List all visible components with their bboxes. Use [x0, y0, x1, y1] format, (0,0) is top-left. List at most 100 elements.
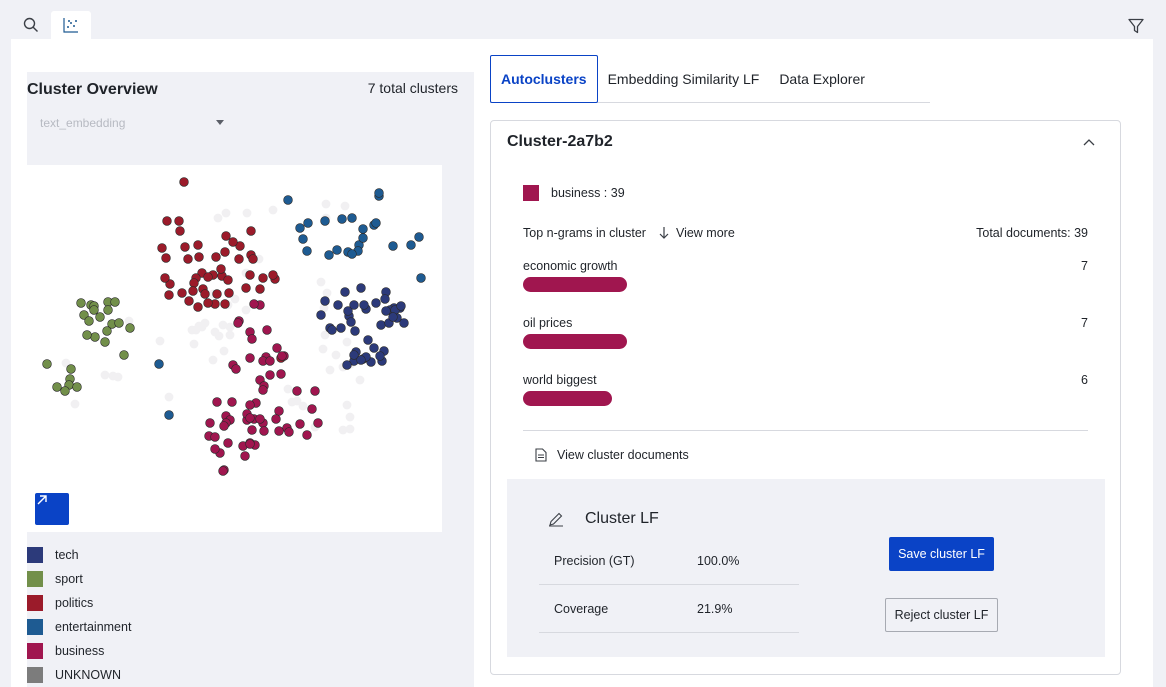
- scatter-point-politics[interactable]: [216, 264, 226, 274]
- scatter-point-business[interactable]: [245, 439, 255, 449]
- scatter-point-tech[interactable]: [349, 300, 359, 310]
- scatter-point-business[interactable]: [247, 425, 257, 435]
- scatter-point-politics[interactable]: [203, 298, 213, 308]
- scatter-point-politics[interactable]: [175, 226, 185, 236]
- scatter-point-tech[interactable]: [356, 355, 366, 365]
- scatter-point-tech[interactable]: [371, 298, 381, 308]
- scatter-point-sport[interactable]: [110, 297, 120, 307]
- scatter-point-unknown[interactable]: [200, 318, 210, 328]
- scatter-point-entertainment[interactable]: [154, 359, 164, 369]
- scatter-point-business[interactable]: [233, 318, 243, 328]
- scatter-point-business[interactable]: [240, 451, 250, 461]
- scatter-point-sport[interactable]: [52, 382, 62, 392]
- scatter-point-entertainment[interactable]: [414, 232, 424, 242]
- scatter-point-entertainment[interactable]: [358, 224, 368, 234]
- scatter-point-politics[interactable]: [211, 252, 221, 262]
- scatter-point-business[interactable]: [227, 397, 237, 407]
- scatter-point-sport[interactable]: [76, 298, 86, 308]
- scatter-point-unknown[interactable]: [225, 322, 235, 332]
- scatter-point-politics[interactable]: [179, 177, 189, 187]
- scatter-point-sport[interactable]: [119, 350, 129, 360]
- scatter-point-entertainment[interactable]: [388, 241, 398, 251]
- view-cluster-documents-link[interactable]: View cluster documents: [535, 448, 689, 462]
- scatter-point-business[interactable]: [223, 438, 233, 448]
- scatter-point-sport[interactable]: [100, 337, 110, 347]
- pencil-icon[interactable]: [548, 511, 564, 527]
- scatter-point-politics[interactable]: [234, 254, 244, 264]
- scatter-point-unknown[interactable]: [70, 399, 80, 409]
- scatter-point-unknown[interactable]: [189, 339, 199, 349]
- scatter-point-tech[interactable]: [320, 296, 330, 306]
- scatter-point-business[interactable]: [265, 370, 275, 380]
- scatter-point-entertainment[interactable]: [406, 240, 416, 250]
- scatter-point-unknown[interactable]: [287, 397, 297, 407]
- scatter-point-entertainment[interactable]: [303, 218, 313, 228]
- scatter-point-entertainment[interactable]: [298, 234, 308, 244]
- scatter-point-entertainment[interactable]: [337, 214, 347, 224]
- scatter-point-business[interactable]: [307, 404, 317, 414]
- chevron-up-icon[interactable]: [1081, 135, 1097, 151]
- scatter-point-politics[interactable]: [245, 270, 255, 280]
- scatter-point-entertainment[interactable]: [302, 246, 312, 256]
- scatter-point-business[interactable]: [276, 369, 286, 379]
- scatter-point-sport[interactable]: [60, 386, 70, 396]
- scatter-point-tech[interactable]: [376, 320, 386, 330]
- scatter-point-tech[interactable]: [380, 294, 390, 304]
- scatter-point-politics[interactable]: [183, 254, 193, 264]
- view-more-link[interactable]: View more: [658, 226, 735, 240]
- scatter-point-unknown[interactable]: [318, 344, 328, 354]
- scatter-point-tech[interactable]: [336, 323, 346, 333]
- scatter-point-sport[interactable]: [42, 359, 52, 369]
- scatter-point-entertainment[interactable]: [358, 233, 368, 243]
- scatter-point-politics[interactable]: [188, 286, 198, 296]
- scatter-point-unknown[interactable]: [221, 208, 231, 218]
- scatter-point-business[interactable]: [262, 325, 272, 335]
- scatter-point-unknown[interactable]: [340, 201, 350, 211]
- scatter-point-unknown[interactable]: [213, 213, 223, 223]
- scatter-point-tech[interactable]: [333, 300, 343, 310]
- tab-autoclusters[interactable]: Autoclusters: [490, 55, 598, 103]
- scatter-point-politics[interactable]: [189, 278, 199, 288]
- scatter-point-politics[interactable]: [157, 243, 167, 253]
- scatter-point-politics[interactable]: [164, 290, 174, 300]
- scatter-point-politics[interactable]: [221, 231, 231, 241]
- scatter-point-business[interactable]: [245, 353, 255, 363]
- scatter-point-tech[interactable]: [363, 335, 373, 345]
- scatter-point-politics[interactable]: [193, 240, 203, 250]
- scatter-point-sport[interactable]: [82, 330, 92, 340]
- scatter-point-unknown[interactable]: [355, 375, 365, 385]
- scatter-point-tech[interactable]: [375, 351, 385, 361]
- scatter-point-unknown[interactable]: [155, 336, 165, 346]
- scatter-point-sport[interactable]: [114, 318, 124, 328]
- scatter-point-unknown[interactable]: [316, 277, 326, 287]
- scatter-point-sport[interactable]: [72, 382, 82, 392]
- scatter-point-unknown[interactable]: [298, 401, 308, 411]
- scatter-point-tech[interactable]: [359, 300, 369, 310]
- scatter-point-unknown[interactable]: [113, 372, 123, 382]
- scatter-point-business[interactable]: [210, 444, 220, 454]
- scatter-point-politics[interactable]: [220, 299, 230, 309]
- scatter-point-politics[interactable]: [241, 283, 251, 293]
- scatter-point-tech[interactable]: [327, 325, 337, 335]
- scatter-point-unknown[interactable]: [225, 330, 235, 340]
- scatter-point-unknown[interactable]: [345, 412, 355, 422]
- scatter-point-unknown[interactable]: [218, 320, 228, 330]
- scatter-point-tech[interactable]: [369, 343, 379, 353]
- scatter-point-entertainment[interactable]: [347, 213, 357, 223]
- reject-cluster-lf-button[interactable]: Reject cluster LF: [885, 598, 998, 632]
- scatter-point-business[interactable]: [259, 426, 269, 436]
- scatter-point-entertainment[interactable]: [371, 218, 381, 228]
- scatter-point-business[interactable]: [265, 356, 275, 366]
- scatter-point-sport[interactable]: [95, 312, 105, 322]
- scatter-point-unknown[interactable]: [331, 350, 341, 360]
- embedding-select[interactable]: text_embedding: [40, 116, 224, 134]
- scatter-point-unknown[interactable]: [342, 337, 352, 347]
- scatter-point-unknown[interactable]: [322, 288, 332, 298]
- scatter-point-business[interactable]: [249, 299, 259, 309]
- scatter-point-entertainment[interactable]: [295, 223, 305, 233]
- scatter-point-business[interactable]: [212, 397, 222, 407]
- scatter-point-politics[interactable]: [248, 254, 258, 264]
- scatter-point-sport[interactable]: [84, 316, 94, 326]
- scatter-point-sport[interactable]: [66, 364, 76, 374]
- scatter-point-politics[interactable]: [184, 296, 194, 306]
